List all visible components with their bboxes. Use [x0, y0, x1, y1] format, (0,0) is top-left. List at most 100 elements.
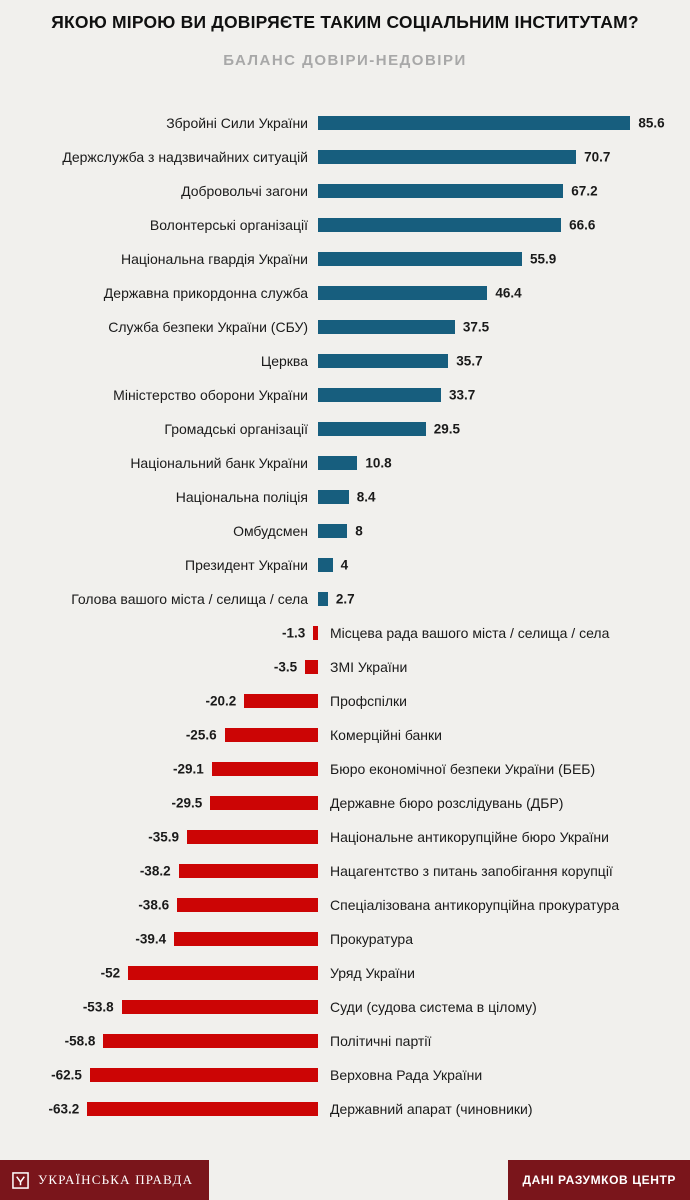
category-label: Національний банк України: [130, 455, 308, 471]
chart-row: Президент України 4: [0, 548, 690, 582]
category-label: Президент України: [185, 557, 308, 573]
chart-row: ЗМІ України -3.5: [0, 650, 690, 684]
category-label: Бюро економічної безпеки України (БЕБ): [330, 761, 596, 777]
value-label: 85.6: [638, 115, 665, 131]
value-label: 2.7: [335, 591, 355, 607]
positive-bar: [318, 388, 441, 402]
value-label: -25.6: [185, 727, 217, 743]
ukrainska-pravda-logo: УКРАЇНСЬКА ПРАВДА: [0, 1160, 210, 1200]
positive-bar: [318, 592, 328, 606]
chart-row: Суди (судова система в цілому) -53.8: [0, 990, 690, 1024]
value-label: 4: [340, 557, 349, 573]
value-label: -58.8: [64, 1033, 96, 1049]
chart-row: Профспілки -20.2: [0, 684, 690, 718]
category-label: Політичні партії: [330, 1033, 432, 1049]
value-label: -63.2: [48, 1101, 80, 1117]
chart-row: Уряд України -52: [0, 956, 690, 990]
negative-bar: [128, 966, 318, 980]
positive-bar: [318, 150, 577, 164]
chart-row: Державний апарат (чиновники) -63.2: [0, 1092, 690, 1126]
positive-bar: [318, 184, 564, 198]
positive-bar: [318, 354, 449, 368]
positive-bar: [318, 422, 426, 436]
chart-row: Верховна Рада України -62.5: [0, 1058, 690, 1092]
negative-bar: [174, 932, 318, 946]
category-label: Голова вашого міста / селища / села: [71, 591, 308, 607]
chart-row: Голова вашого міста / селища / села 2.7: [0, 582, 690, 616]
positive-bar: [318, 456, 358, 470]
positive-bar: [318, 490, 349, 504]
category-label: Національне антикорупційне бюро України: [330, 829, 609, 845]
value-label: -3.5: [273, 659, 298, 675]
category-label: Держслужба з надзвичайних ситуацій: [62, 149, 308, 165]
value-label: 33.7: [449, 387, 476, 403]
positive-bar: [318, 320, 455, 334]
chart-subtitle: БАЛАНС ДОВІРИ-НЕДОВІРИ: [223, 52, 467, 69]
category-label: Місцева рада вашого міста / селища / сел…: [330, 625, 610, 641]
chart-row: Комерційні банки -25.6: [0, 718, 690, 752]
negative-bar: [210, 796, 318, 810]
negative-bar: [87, 1102, 318, 1116]
negative-bar: [178, 864, 318, 878]
category-label: Служба безпеки України (СБУ): [108, 319, 308, 335]
chart-row: Державне бюро розслідувань (ДБР) -29.5: [0, 786, 690, 820]
negative-bar: [177, 898, 318, 912]
value-label: 10.8: [365, 455, 392, 471]
value-label: -29.1: [173, 761, 204, 777]
value-label: 66.6: [569, 217, 596, 233]
value-label: -29.5: [171, 795, 203, 811]
chart-row: Церква 35.7: [0, 344, 690, 378]
chart-row: Служба безпеки України (СБУ) 37.5: [0, 310, 690, 344]
up-logo-icon: [12, 1171, 29, 1189]
category-label: Національна поліція: [175, 489, 308, 505]
negative-bar: [211, 762, 318, 776]
chart-row: Добровольчі загони 67.2: [0, 174, 690, 208]
value-label: -52: [100, 965, 121, 981]
data-source-badge: ДАНІ РАЗУМКОВ ЦЕНТР: [508, 1160, 690, 1200]
chart-title: ЯКОЮ МІРОЮ ВИ ДОВІРЯЄТЕ ТАКИМ СОЦІАЛЬНИМ…: [51, 12, 639, 32]
value-label: 37.5: [462, 319, 490, 335]
diverging-bar-chart: Збройні Сили України 85.6 Держслужба з над…: [0, 106, 690, 1126]
category-label: Уряд України: [330, 965, 415, 981]
chart-row: Омбудсмен 8: [0, 514, 690, 548]
value-label: 29.5: [433, 421, 460, 437]
category-label: Верховна Рада України: [330, 1067, 483, 1083]
value-label: -53.8: [82, 999, 114, 1015]
category-label: Державна прикордонна служба: [103, 285, 308, 301]
category-label: Прокуратура: [330, 931, 414, 947]
chart-row: Громадські організації 29.5: [0, 412, 690, 446]
negative-bar: [89, 1068, 318, 1082]
category-label: Державний апарат (чиновники): [330, 1101, 533, 1117]
category-label: Добровольчі загони: [181, 183, 308, 199]
value-label: 55.9: [530, 251, 557, 267]
chart-row: Політичні партії -58.8: [0, 1024, 690, 1058]
category-label: Церква: [260, 353, 308, 369]
chart-row: Держслужба з надзвичайних ситуацій 70.7: [0, 140, 690, 174]
category-label: Державне бюро розслідувань (ДБР): [330, 795, 564, 811]
chart-row: Місцева рада вашого міста / селища / сел…: [0, 616, 690, 650]
category-label: Громадські організації: [164, 421, 308, 437]
value-label: -38.2: [139, 863, 171, 879]
negative-bar: [305, 660, 318, 674]
value-label: 8: [355, 523, 363, 539]
value-label: 35.7: [456, 353, 483, 369]
positive-bar: [318, 252, 522, 266]
category-label: Комерційні банки: [330, 727, 442, 743]
chart-row: Національне антикорупційне бюро України -…: [0, 820, 690, 854]
negative-bar: [187, 830, 318, 844]
chart-row: Національна гвардія України 55.9: [0, 242, 690, 276]
category-label: Профспілки: [330, 693, 407, 709]
chart-row: Національна поліція 8.4: [0, 480, 690, 514]
negative-bar: [121, 1000, 318, 1014]
category-label: ЗМІ України: [330, 659, 408, 675]
positive-bar: [318, 116, 631, 130]
value-label: -38.6: [138, 897, 170, 913]
footer: УКРАЇНСЬКА ПРАВДА ДАНІ РАЗУМКОВ ЦЕНТР: [0, 1160, 690, 1200]
category-label: Волонтерські організації: [149, 217, 308, 233]
up-logo-text: УКРАЇНСЬКА ПРАВДА: [38, 1172, 194, 1187]
value-label: -20.2: [205, 693, 237, 709]
category-label: Національна гвардія України: [121, 251, 308, 267]
chart-row: Збройні Сили України 85.6: [0, 106, 690, 140]
positive-bar: [318, 558, 333, 572]
